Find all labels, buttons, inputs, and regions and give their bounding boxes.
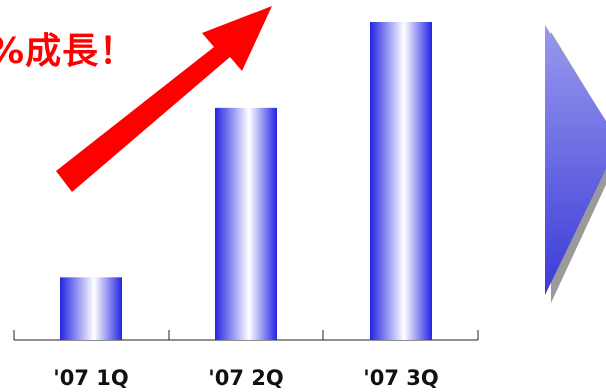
x-tick-label: '07 2Q — [208, 366, 283, 390]
side-arrow — [545, 25, 606, 295]
bar-2 — [215, 108, 277, 340]
x-tick-label: '07 1Q — [53, 366, 128, 390]
bar-1 — [60, 277, 122, 340]
x-tick-label: '07 3Q — [363, 366, 438, 390]
bar-3 — [370, 22, 432, 340]
tick-labels-layer: '07 1Q '07 2Q '07 3Q — [53, 366, 438, 390]
growth-annotation: %成長！ — [0, 22, 136, 74]
